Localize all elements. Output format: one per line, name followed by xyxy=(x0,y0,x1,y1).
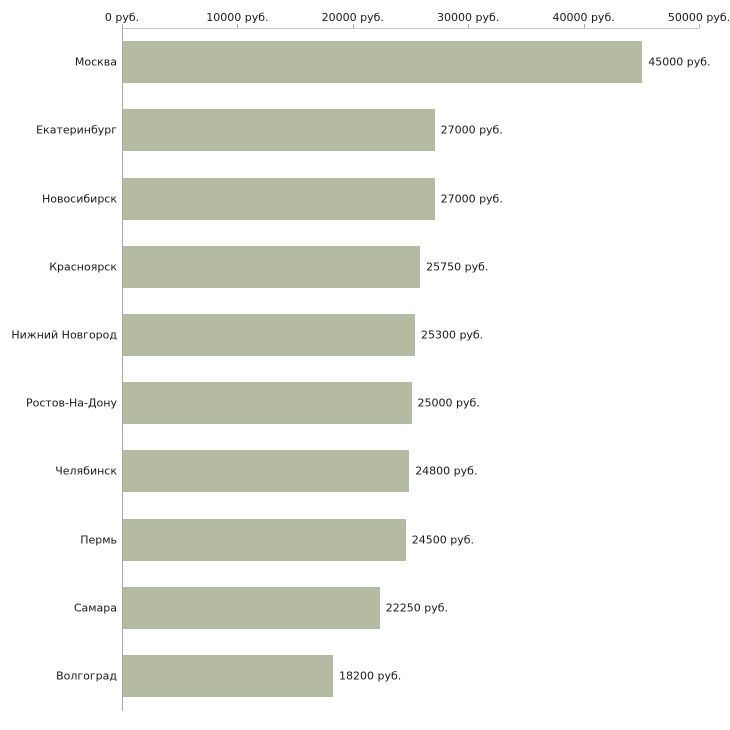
y-axis-line xyxy=(122,28,123,711)
x-tick-mark xyxy=(583,24,585,28)
category-label: Красноярск xyxy=(49,260,117,274)
bar-row: Новосибирск 27000 руб. xyxy=(42,164,699,232)
bar xyxy=(123,109,435,152)
x-tick-label: 20000 руб. xyxy=(321,11,384,24)
x-tick-mark xyxy=(237,24,239,28)
value-label: 25750 руб. xyxy=(426,260,489,274)
x-tick-mark xyxy=(699,24,700,28)
bar-row: Ростов-На-Дону 25000 руб. xyxy=(26,369,699,437)
category-label: Челябинск xyxy=(55,464,117,478)
bar xyxy=(123,586,380,629)
category-label: Екатеринбург xyxy=(36,123,117,137)
x-tick-label: 0 руб. xyxy=(104,11,140,24)
category-label: Нижний Новгород xyxy=(11,328,117,342)
bar xyxy=(123,654,334,697)
value-label: 22250 руб. xyxy=(385,601,449,615)
x-tick-mark xyxy=(122,24,123,28)
category-label: Новосибирск xyxy=(41,192,117,205)
value-label: 45000 руб. xyxy=(648,55,711,69)
bar-row: Пермь 24500 руб. xyxy=(80,505,699,573)
bar xyxy=(123,41,643,84)
bar-row: Екатеринбург 27000 руб. xyxy=(36,96,699,164)
plot-area: Москва 45000 руб. Екатеринбург 27000 руб. Но… xyxy=(11,28,711,710)
x-tick-mark xyxy=(352,24,354,28)
category-label: Волгоград xyxy=(56,669,117,683)
bar-row: Красноярск 25750 руб. xyxy=(49,233,699,301)
value-label: 27000 руб. xyxy=(440,192,503,205)
bar-row: Челябинск 24800 руб. xyxy=(55,437,699,505)
bar xyxy=(123,518,406,561)
value-label: 25000 руб. xyxy=(417,396,480,410)
value-label: 18200 руб. xyxy=(339,669,402,683)
bar-row: Нижний Новгород 25300 руб. xyxy=(11,301,699,369)
bar-rows: Москва 45000 руб. Екатеринбург 27000 руб. Но… xyxy=(11,28,711,710)
x-tick-label: 50000 руб. xyxy=(667,11,730,24)
bar xyxy=(123,313,415,356)
value-label: 24800 руб. xyxy=(415,464,478,478)
x-axis-line xyxy=(122,28,699,29)
value-label: 25300 руб. xyxy=(420,328,484,342)
x-tick-mark xyxy=(468,24,470,28)
category-label: Ростов-На-Дону xyxy=(25,396,117,410)
category-label: Москва xyxy=(74,55,117,69)
x-tick-label: 40000 руб. xyxy=(552,11,615,24)
value-label: 24500 руб. xyxy=(411,533,474,547)
x-tick-label: 10000 руб. xyxy=(206,11,269,24)
bar-row: Волгоград 18200 руб. xyxy=(56,642,699,710)
bar xyxy=(123,177,435,220)
category-label: Самара xyxy=(73,601,117,615)
bar xyxy=(123,245,421,288)
bar xyxy=(123,450,410,493)
bar-row: Москва 45000 руб. xyxy=(75,28,711,96)
x-tick-label: 30000 руб. xyxy=(437,11,500,24)
bar-row: Самара 22250 руб. xyxy=(74,574,699,642)
bar xyxy=(123,382,412,425)
value-label: 27000 руб. xyxy=(440,123,503,137)
category-label: Пермь xyxy=(80,533,117,547)
